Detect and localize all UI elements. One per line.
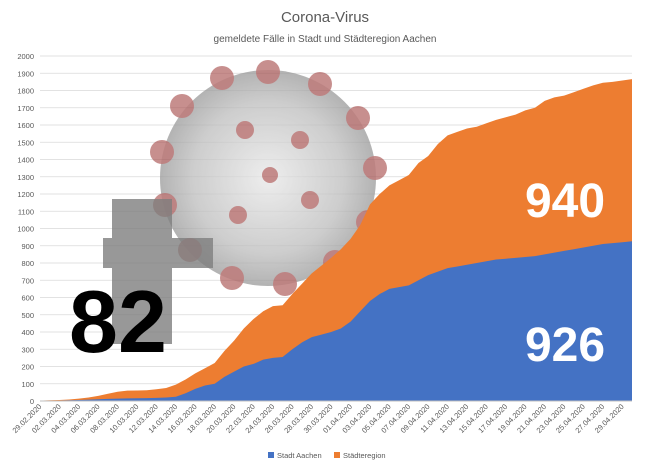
chart-title: Corona-Virus [281,9,369,26]
y-tick-label: 200 [21,363,34,372]
y-tick-label: 1000 [17,225,34,234]
y-axis: 0 100 200 300 400 500 600 700 800 900 1000 1100 1200… [17,52,34,406]
legend-swatch-staedteregion [334,452,340,458]
staedteregion-value-label: 940 [525,175,605,228]
y-tick-label: 1100 [18,207,34,216]
cross-icon [103,199,213,344]
y-tick-label: 2000 [17,52,34,61]
y-tick-label: 800 [21,259,34,268]
y-tick-label: 700 [21,276,34,285]
y-tick-label: 600 [21,294,34,303]
y-tick-label: 300 [21,345,34,354]
x-axis: 29.02.202002.03.202004.03.202006.03.2020… [11,400,632,435]
y-tick-label: 500 [21,311,34,320]
y-tick-label: 0 [30,397,34,406]
aachen-value-label: 926 [525,319,605,372]
y-tick-label: 1800 [17,87,34,96]
chart-subtitle: gemeldete Fälle in Stadt und Städteregio… [214,34,437,45]
y-tick-label: 400 [21,328,34,337]
y-tick-label: 1400 [17,156,34,165]
y-tick-label: 1300 [17,173,34,182]
deaths-count-label: 82 [69,272,167,371]
y-tick-label: 1600 [17,121,34,130]
legend-label-stadt-aachen: Stadt Aachen [277,451,322,460]
legend-label-staedteregion: Städteregion [343,451,386,460]
legend: Stadt Aachen Städteregion [268,451,386,460]
y-tick-label: 1700 [17,104,34,113]
y-tick-label: 1200 [17,190,34,199]
legend-swatch-stadt-aachen [268,452,274,458]
area-stadt-aachen [40,241,632,401]
y-tick-label: 100 [21,380,34,389]
y-tick-label: 1500 [17,138,34,147]
y-tick-label: 900 [21,242,34,251]
y-tick-label: 1900 [17,69,34,78]
